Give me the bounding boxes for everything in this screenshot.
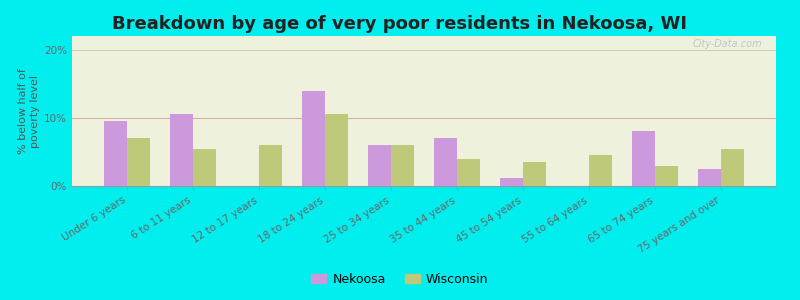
Bar xyxy=(127,138,150,186)
Bar xyxy=(193,148,216,186)
Y-axis label: % below half of
poverty level: % below half of poverty level xyxy=(18,68,40,154)
Bar xyxy=(589,155,612,186)
Bar xyxy=(655,166,678,186)
Bar xyxy=(500,178,523,186)
Legend: Nekoosa, Wisconsin: Nekoosa, Wisconsin xyxy=(306,268,494,291)
Bar xyxy=(302,91,325,186)
Bar xyxy=(325,114,348,186)
Bar xyxy=(632,131,655,186)
Bar xyxy=(523,162,546,186)
Bar xyxy=(721,148,744,186)
Bar xyxy=(434,138,457,186)
Bar xyxy=(368,145,391,186)
Bar xyxy=(457,159,480,186)
Bar xyxy=(259,145,282,186)
Bar xyxy=(104,121,127,186)
Text: City-Data.com: City-Data.com xyxy=(692,39,762,49)
Bar xyxy=(391,145,414,186)
Bar xyxy=(170,114,193,186)
Bar xyxy=(698,169,721,186)
Text: Breakdown by age of very poor residents in Nekoosa, WI: Breakdown by age of very poor residents … xyxy=(113,15,687,33)
